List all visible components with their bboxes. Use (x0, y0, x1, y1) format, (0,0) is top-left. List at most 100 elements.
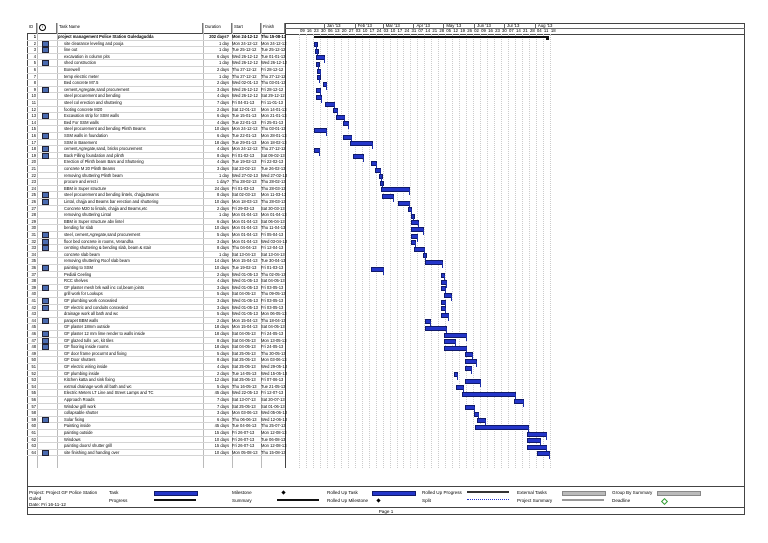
task-row[interactable]: 52 GF plumbing inside 2 days Tue 14-05-13 We… (27, 371, 287, 378)
task-row[interactable]: 21 concrete M 20 Plinth Beams 3 days Sat 23… (27, 166, 285, 173)
task-row[interactable]: 62 Windows 10 days Fri 26-07-13 Tue 06-08-13 (27, 437, 285, 444)
note-icon[interactable] (42, 40, 49, 47)
task-row[interactable]: 25 steel procurement and bending lintels,… (27, 192, 286, 199)
task-row[interactable]: 51 GF electric wiring inside 4 days Sat 25-… (27, 364, 287, 371)
task-row[interactable]: 14 Bed For SSM walls 4 days Tue 22-01-13 Fri… (27, 120, 285, 127)
task-row[interactable]: 29 BBM in Super structure abv lintel 6 day… (27, 219, 285, 226)
task-row[interactable]: 63 painting doors/ shutter grill 15 days Fr… (27, 443, 287, 450)
col-header-task-name[interactable]: Task Name (57, 23, 203, 34)
task-row[interactable]: 27 Concrete M20 to lintals, chajja and Be… (27, 206, 285, 213)
task-row[interactable]: 18 cement,Agregate,sand, bricks procureme… (27, 146, 286, 153)
task-row[interactable]: 59 Solar fixing 6 days Thu 06-06-13 Wed 12-0… (27, 416, 287, 424)
note-icon[interactable] (42, 192, 49, 199)
task-bar[interactable] (425, 326, 448, 331)
task-row[interactable]: 48 GF flooring inside rooms 18 days Sat 04-… (27, 344, 285, 351)
task-bar[interactable] (526, 444, 547, 450)
task-row[interactable]: 34 concrete slab beam 1 day Sat 13-04-13 Sat… (27, 252, 285, 259)
note-icon[interactable] (42, 416, 49, 423)
note-icon[interactable] (42, 146, 49, 153)
task-row[interactable]: 60 Painting inside 45 days Tue 04-06-13 Thu … (27, 423, 286, 430)
task-bar[interactable] (380, 187, 411, 193)
task-bar[interactable] (475, 425, 529, 430)
note-icon[interactable] (42, 232, 49, 238)
note-icon[interactable] (42, 133, 49, 139)
task-row[interactable]: 61 painting outside 15 days Fri 26-07-13 Mon… (27, 430, 287, 437)
task-row[interactable]: 26 Lintal, chajja and Beams bar erection … (27, 199, 286, 206)
task-row[interactable]: 11 steel col erection and shuttering 7 day… (27, 100, 285, 107)
note-icon[interactable] (42, 47, 49, 54)
task-row[interactable]: 41 GF plumbing work concealed 3 days Wed 01… (27, 298, 285, 305)
task-row[interactable]: 10 steel procurement and bending 4 days Wed… (27, 93, 285, 100)
note-icon[interactable] (42, 199, 49, 205)
task-row[interactable]: 6 Borewell 2 days Thu 27-12-12 Fri 28-12-12 (27, 67, 285, 74)
task-row[interactable]: 19 Back Filling foundation and plinth 8 da… (27, 152, 285, 160)
note-icon[interactable] (42, 113, 49, 120)
task-row[interactable]: 35 removing shuttering Roof slab beam 14 d… (27, 258, 285, 265)
task-row[interactable]: 53 Kitchen katta and sink fixing 12 days Sa… (27, 377, 285, 384)
note-icon[interactable] (42, 449, 49, 456)
note-icon[interactable] (42, 331, 49, 337)
task-bar[interactable] (444, 332, 468, 338)
task-row[interactable]: 32 floor bed concrete in rooms, Verandha 3… (27, 238, 287, 246)
task-row[interactable]: 39 GF plaster mesh brk wall inc col,beam … (27, 284, 285, 292)
task-row[interactable]: 47 GF glazed tulls ,wc, kit tiles 8 days Sa… (27, 337, 287, 345)
note-icon[interactable] (42, 86, 49, 93)
task-row[interactable]: 8 Bed concrete M7.5 2 days Wed 02-01-13 Thu … (27, 80, 286, 87)
task-row[interactable]: 46 GF plaster 12 mm lime render to walls … (27, 331, 285, 338)
task-row[interactable]: 43 drainage work all bath and wc 5 days Wed… (27, 311, 287, 318)
task-row[interactable]: 44 parapet BBM walls 2 days Mon 15-04-13 Thu… (27, 317, 286, 325)
task-row[interactable]: 15 steel procurement and bending Plinth B… (27, 126, 286, 133)
task-row[interactable]: 13 Excavation strip for SSM walls 6 days Tu… (27, 113, 287, 120)
task-row[interactable]: 54 extrnal drainage work all bath and wc 5… (27, 384, 285, 391)
task-row[interactable]: 4 excavation in column pits 6 days Wed 26-1… (27, 54, 285, 61)
task-row[interactable]: 64 site finishing and handing over 10 days… (27, 449, 286, 457)
note-icon[interactable] (42, 60, 49, 67)
col-header-duration[interactable]: Duration (203, 23, 232, 34)
task-row[interactable]: 28 removing shuttering Lintal 1 day Mon 01-… (27, 212, 287, 219)
task-row[interactable]: 9 cement,Agregate,sand procurement 3 days W… (27, 86, 285, 94)
task-row[interactable]: 17 SSM in Basement 18 days Tue 29-01-13 Mon … (27, 140, 287, 147)
task-row[interactable]: 57 Window grill work 7 days Sat 25-05-13 Sat… (27, 404, 285, 411)
note-icon[interactable] (42, 337, 49, 344)
task-row[interactable]: 36 painting to SSM 10 days Tue 19-02-13 Fri … (27, 265, 285, 272)
task-row[interactable]: 42 GF electric and conduits concealed 3 da… (27, 304, 285, 312)
col-header-finish[interactable]: Finish (261, 23, 285, 34)
task-row[interactable]: 50 GF Door shutters 8 days Sat 25-05-13 Mon … (27, 357, 287, 364)
note-icon[interactable] (42, 238, 49, 245)
note-icon[interactable] (42, 344, 49, 351)
task-row[interactable]: 31 steel, cement,Agregate,sand procuremen… (27, 232, 285, 239)
task-row[interactable]: 1 project management Police Station Guled… (27, 34, 286, 41)
task-row[interactable]: 37 Pediali Ceeling 2 days Wed 01-05-13 Thu 0… (27, 272, 286, 279)
note-icon[interactable] (42, 245, 49, 252)
task-bar[interactable] (349, 141, 373, 147)
note-icon[interactable] (42, 298, 49, 304)
task-row[interactable]: 45 GF plaster 18mm outside 18 days Mon 15-0… (27, 324, 285, 331)
task-row[interactable]: 30 bending for slab 10 days Mon 01-04-13 Thu… (27, 225, 285, 232)
task-row[interactable]: 5 shed construction 1 day Wed 26-12-12 Wed 2… (27, 60, 287, 67)
task-row[interactable]: 20 Erection of Plinth beam Bars and Shutt… (27, 159, 285, 166)
task-row[interactable]: 3 line out 1 day Tue 25-12-12 Tue 25-12-12 (27, 47, 285, 54)
col-header-indicators[interactable]: i (37, 23, 57, 34)
task-bar[interactable] (526, 431, 547, 437)
task-row[interactable]: 49 GF door frame procurmt and fixing 5 day… (27, 351, 286, 358)
task-row[interactable]: 55 Electric Meters LT Line and Street Lam… (27, 390, 285, 397)
note-icon[interactable] (42, 304, 49, 311)
note-icon[interactable] (42, 317, 49, 324)
note-icon[interactable] (42, 152, 49, 159)
note-icon[interactable] (42, 265, 49, 271)
summary-bar[interactable] (313, 36, 548, 39)
col-header-start[interactable]: Start (232, 23, 261, 34)
task-row[interactable]: 40 grill work for Lookups 5 days Sat 04-05-… (27, 291, 286, 298)
task-row[interactable]: 38 RCC shelves 4 days Wed 01-05-13 Sat 04-05… (27, 278, 285, 285)
task-bar[interactable] (462, 392, 516, 397)
task-row[interactable]: 22 removing shuttering Plinth beam 1 day We… (27, 173, 287, 180)
task-row[interactable]: 2 site clearance leveling and pooja 1 day M… (27, 40, 287, 48)
note-icon[interactable] (42, 284, 49, 291)
task-row[interactable]: 33 centring shuttering & bending slab, be… (27, 245, 285, 252)
task-bar[interactable] (465, 378, 482, 384)
task-row[interactable]: 12 footing concrete M20 2 days Sat 12-01-13… (27, 107, 287, 114)
task-row[interactable]: 7 temp electric meter 1 day Thu 27-12-12 Thu… (27, 74, 286, 81)
task-bar[interactable] (425, 260, 444, 265)
task-row[interactable]: 16 SSM walls in foundation 6 days Tue 22-01… (27, 133, 287, 140)
